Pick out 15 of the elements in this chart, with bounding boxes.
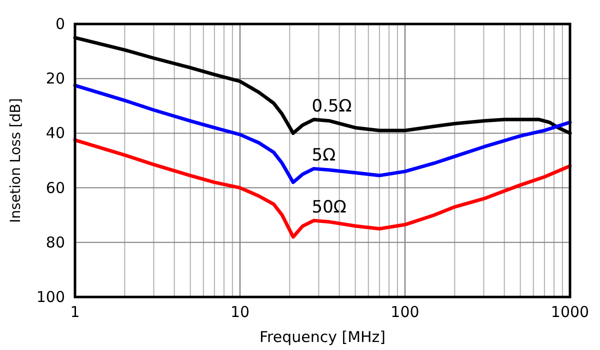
y-tick-label: 60 xyxy=(46,178,65,197)
x-tick-label: 1000 xyxy=(550,303,590,321)
series-label: 5Ω xyxy=(312,146,336,166)
y-axis-title: Insetion Loss [dB] xyxy=(8,98,24,223)
y-tick-label: 80 xyxy=(46,233,65,252)
series-label: 50Ω xyxy=(312,198,346,218)
x-tick-label: 1 xyxy=(70,303,80,321)
x-tick-label: 10 xyxy=(230,303,250,321)
y-tick-label: 100 xyxy=(36,288,65,306)
x-tick-label: 100 xyxy=(390,303,420,321)
y-tick-label: 20 xyxy=(46,70,65,88)
series-label: 0.5Ω xyxy=(312,96,352,117)
y-tick-label: 40 xyxy=(46,124,65,142)
y-tick-label: 0 xyxy=(55,15,65,33)
x-axis-title: Frequency [MHz] xyxy=(259,328,386,346)
